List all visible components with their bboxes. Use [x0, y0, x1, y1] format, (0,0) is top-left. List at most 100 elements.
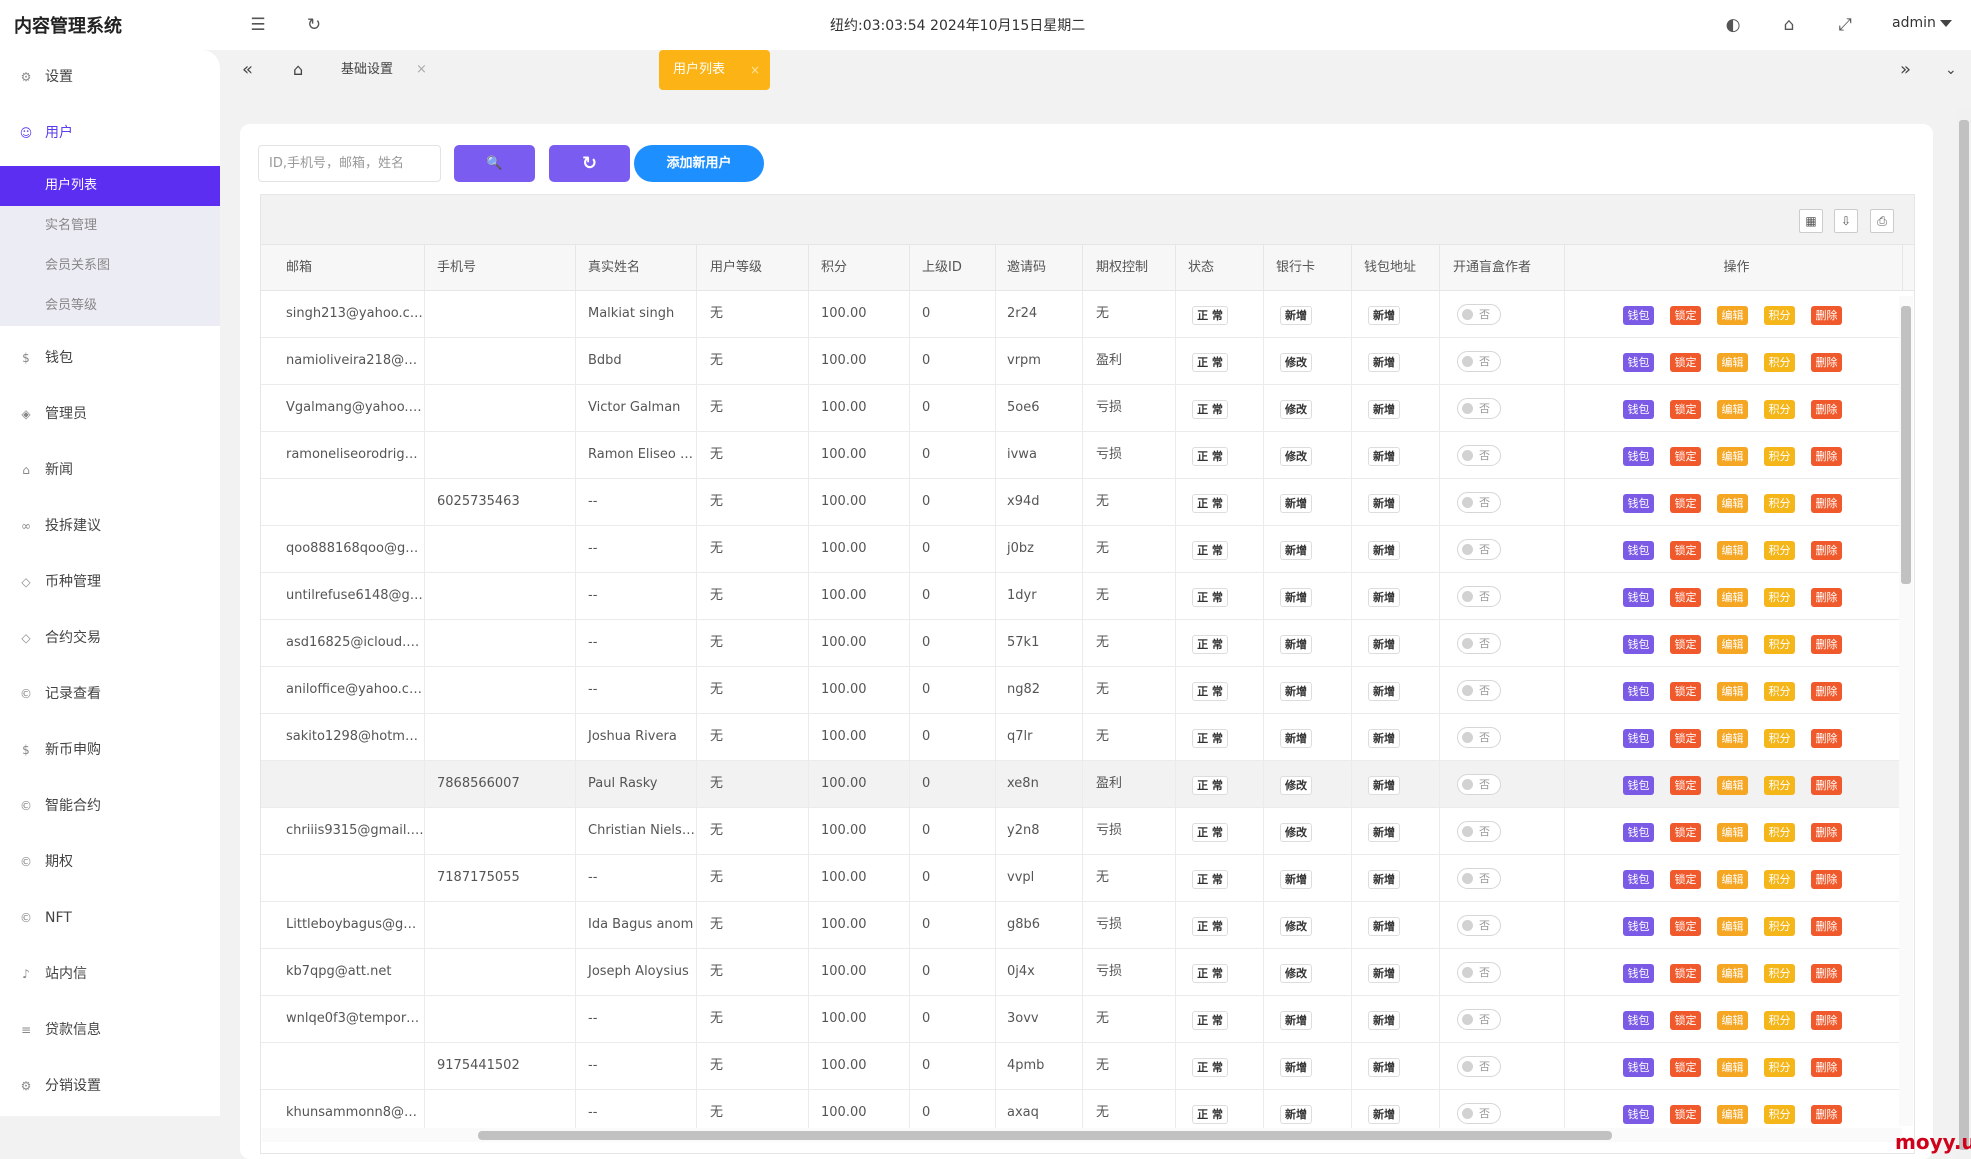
action-button-1[interactable]: 锁定 [1670, 400, 1701, 419]
blindbox-author-toggle[interactable]: 否 [1457, 351, 1501, 372]
bank-button[interactable]: 新增 [1280, 588, 1312, 607]
wallet-button[interactable]: 新增 [1368, 776, 1400, 795]
blindbox-author-toggle[interactable]: 否 [1457, 304, 1501, 325]
table-row[interactable]: aniloffice@yahoo.com -- 无 100.00 0 ng82 无正 常新增… [261, 667, 1901, 714]
wallet-button[interactable]: 新增 [1368, 306, 1400, 325]
wallet-button[interactable]: 新增 [1368, 964, 1400, 983]
action-button-2[interactable]: 编辑 [1717, 541, 1748, 560]
status-button[interactable]: 正 常 [1192, 1058, 1228, 1077]
bank-button[interactable]: 新增 [1280, 635, 1312, 654]
blindbox-author-toggle[interactable]: 否 [1457, 774, 1501, 795]
action-button-0[interactable]: 钱包 [1623, 964, 1654, 983]
action-button-4[interactable]: 删除 [1811, 400, 1842, 419]
table-row[interactable]: ramoneliseorodriguez@gmail.com Ramon Elis… [261, 432, 1901, 479]
blindbox-author-toggle[interactable]: 否 [1457, 1009, 1501, 1030]
action-button-1[interactable]: 锁定 [1670, 823, 1701, 842]
columns-icon[interactable]: ▦ [1799, 209, 1823, 233]
action-button-2[interactable]: 编辑 [1717, 823, 1748, 842]
blindbox-author-toggle[interactable]: 否 [1457, 821, 1501, 842]
status-button[interactable]: 正 常 [1192, 1105, 1228, 1124]
action-button-3[interactable]: 积分 [1764, 870, 1795, 889]
status-button[interactable]: 正 常 [1192, 447, 1228, 466]
bank-button[interactable]: 新增 [1280, 541, 1312, 560]
action-button-0[interactable]: 钱包 [1623, 776, 1654, 795]
action-button-2[interactable]: 编辑 [1717, 1011, 1748, 1030]
bank-button[interactable]: 修改 [1280, 917, 1312, 936]
wallet-button[interactable]: 新增 [1368, 917, 1400, 936]
table-row[interactable]: untilrefuse6148@gmail.com--无100.0001dyr无… [261, 573, 1901, 620]
column-header[interactable]: 手机号 [425, 245, 576, 291]
action-button-3[interactable]: 积分 [1764, 306, 1795, 325]
chevron-down-icon[interactable]: ⌄ [1945, 62, 1957, 78]
sidebar-item-11[interactable]: © 期权 [0, 842, 220, 882]
table-row[interactable]: Littleboybagus@gmail.com Ida Bagus anom无1… [261, 902, 1901, 949]
action-button-2[interactable]: 编辑 [1717, 306, 1748, 325]
action-button-4[interactable]: 删除 [1811, 588, 1842, 607]
sidebar-item-13[interactable]: ♪ 站内信 [0, 954, 220, 994]
wallet-button[interactable]: 新增 [1368, 823, 1400, 842]
table-row[interactable]: kb7qpg@att.net Joseph Aloysius 无 100.00 0 0j4… [261, 949, 1901, 996]
action-button-2[interactable]: 编辑 [1717, 729, 1748, 748]
search-input[interactable]: ID,手机号，邮箱，姓名 [258, 145, 441, 182]
bank-button[interactable]: 新增 [1280, 682, 1312, 701]
action-button-4[interactable]: 删除 [1811, 353, 1842, 372]
blindbox-author-toggle[interactable]: 否 [1457, 633, 1501, 654]
search-button[interactable]: 🔍 [454, 145, 535, 182]
sidebar-subitem-1[interactable]: 实名管理 [0, 206, 220, 246]
column-header[interactable]: 银行卡 [1264, 245, 1352, 291]
wallet-button[interactable]: 新增 [1368, 494, 1400, 513]
column-header[interactable]: 开通盲盒作者 [1441, 245, 1565, 291]
blindbox-author-toggle[interactable]: 否 [1457, 445, 1501, 466]
status-button[interactable]: 正 常 [1192, 635, 1228, 654]
action-button-2[interactable]: 编辑 [1717, 494, 1748, 513]
sidebar-item-7[interactable]: ◇ 合约交易 [0, 618, 220, 658]
action-button-1[interactable]: 锁定 [1670, 1105, 1701, 1124]
action-button-0[interactable]: 钱包 [1623, 635, 1654, 654]
action-button-3[interactable]: 积分 [1764, 400, 1795, 419]
action-button-2[interactable]: 编辑 [1717, 964, 1748, 983]
tab-close-icon[interactable]: × [749, 63, 760, 77]
home-icon[interactable]: ⌂ [293, 60, 304, 79]
action-button-2[interactable]: 编辑 [1717, 588, 1748, 607]
sidebar-item-8[interactable]: © 记录查看 [0, 674, 220, 714]
column-header[interactable]: 状态 [1176, 245, 1264, 291]
tabs-prev-icon[interactable]: « [242, 59, 254, 80]
menu-fold-icon[interactable]: ☰ [250, 15, 266, 35]
table-row[interactable]: namioliveira218@gmail.com Bdbd无100.000vrp… [261, 338, 1901, 385]
blindbox-author-toggle[interactable]: 否 [1457, 915, 1501, 936]
column-header[interactable]: 期权控制 [1084, 245, 1176, 291]
wallet-button[interactable]: 新增 [1368, 541, 1400, 560]
action-button-1[interactable]: 锁定 [1670, 682, 1701, 701]
action-button-2[interactable]: 编辑 [1717, 682, 1748, 701]
action-button-1[interactable]: 锁定 [1670, 964, 1701, 983]
action-button-3[interactable]: 积分 [1764, 635, 1795, 654]
wallet-button[interactable]: 新增 [1368, 682, 1400, 701]
action-button-4[interactable]: 删除 [1811, 917, 1842, 936]
bank-button[interactable]: 修改 [1280, 400, 1312, 419]
action-button-1[interactable]: 锁定 [1670, 1058, 1701, 1077]
tab-base-settings[interactable]: 基础设置 [341, 50, 393, 90]
action-button-1[interactable]: 锁定 [1670, 541, 1701, 560]
status-button[interactable]: 正 常 [1192, 870, 1228, 889]
action-button-1[interactable]: 锁定 [1670, 447, 1701, 466]
column-header[interactable]: 钱包地址 [1352, 245, 1440, 291]
sidebar-item-2[interactable]: $ 钱包 [0, 338, 220, 378]
action-button-1[interactable]: 锁定 [1670, 494, 1701, 513]
wallet-button[interactable]: 新增 [1368, 870, 1400, 889]
action-button-4[interactable]: 删除 [1811, 306, 1842, 325]
sidebar-item-15[interactable]: ⚙ 分销设置 [0, 1066, 220, 1106]
action-button-4[interactable]: 删除 [1811, 1105, 1842, 1124]
sidebar-item-12[interactable]: © NFT [0, 898, 220, 938]
action-button-3[interactable]: 积分 [1764, 729, 1795, 748]
action-button-0[interactable]: 钱包 [1623, 1105, 1654, 1124]
palette-icon[interactable]: ◐ [1725, 15, 1741, 35]
wallet-button[interactable]: 新增 [1368, 588, 1400, 607]
action-button-3[interactable]: 积分 [1764, 682, 1795, 701]
sidebar-item-1[interactable]: ☺ 用户 [0, 113, 220, 153]
action-button-4[interactable]: 删除 [1811, 635, 1842, 654]
table-row[interactable]: 7868566007 Paul Rasky 无 100.00 0 xe8n 盈利正 常 修改 新… [261, 761, 1901, 808]
bank-button[interactable]: 新增 [1280, 870, 1312, 889]
action-button-3[interactable]: 积分 [1764, 541, 1795, 560]
